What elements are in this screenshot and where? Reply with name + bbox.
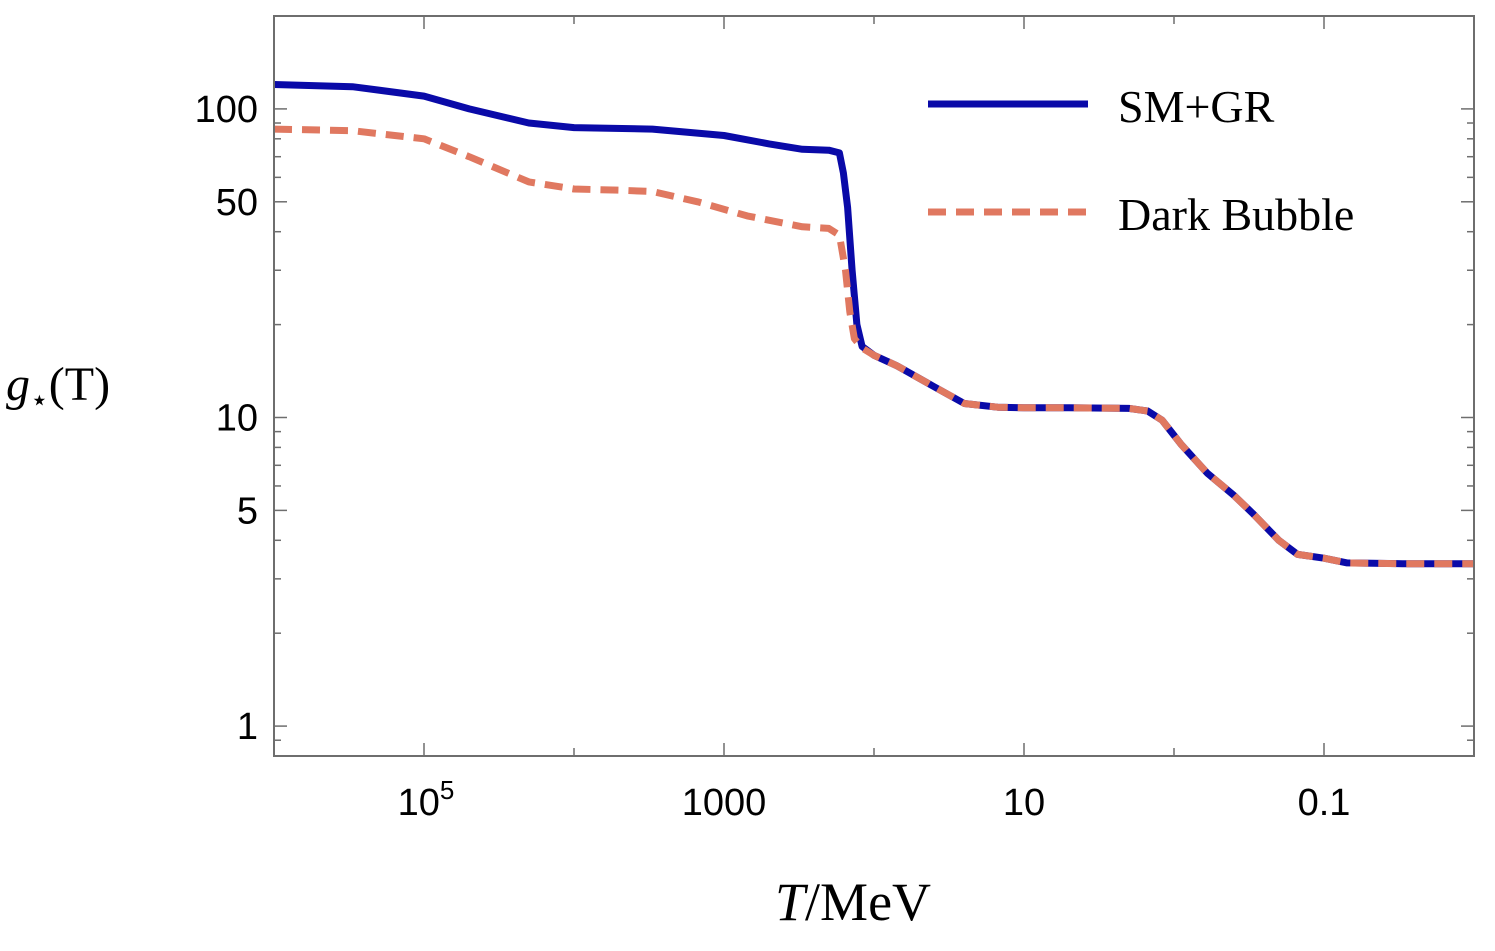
legend: SM+GR Dark Bubble (928, 81, 1354, 240)
major-ticks (274, 16, 1474, 756)
legend-label-dark-bubble: Dark Bubble (1118, 189, 1354, 240)
legend-label-sm-gr: SM+GR (1118, 81, 1275, 132)
x-axis-label-rest: /MeV (805, 872, 931, 932)
series-line-sm-gr (273, 81, 1474, 568)
x-tick-label: 10 (1003, 782, 1045, 824)
y-tick-label: 100 (195, 89, 258, 131)
y-tick-label: 1 (237, 706, 258, 748)
y-axis-label-sub: ⋆ (30, 384, 49, 417)
x-tick-label: 1000 (682, 782, 767, 824)
y-tick-label: 5 (237, 490, 258, 532)
series-layer (273, 81, 1474, 568)
y-tick-labels: 100 50 10 5 1 (195, 89, 258, 748)
x-axis-label-var: T (775, 872, 809, 932)
y-axis-label: g⋆(T) (6, 358, 110, 417)
x-tick-label: 105 (398, 775, 455, 824)
y-tick-label: 10 (216, 397, 258, 439)
y-tick-label: 50 (216, 182, 258, 224)
plot-frame (273, 15, 1475, 757)
minor-ticks (273, 15, 1475, 757)
x-tick-label: 0.1 (1298, 782, 1351, 824)
x-axis-label: T/MeV (775, 872, 931, 932)
x-tick-labels: 105 1000 10 0.1 (398, 775, 1351, 824)
series-line-dark-bubble (273, 125, 1474, 568)
y-axis-label-var: g (6, 358, 30, 411)
y-axis-label-rest: (T) (49, 358, 110, 411)
